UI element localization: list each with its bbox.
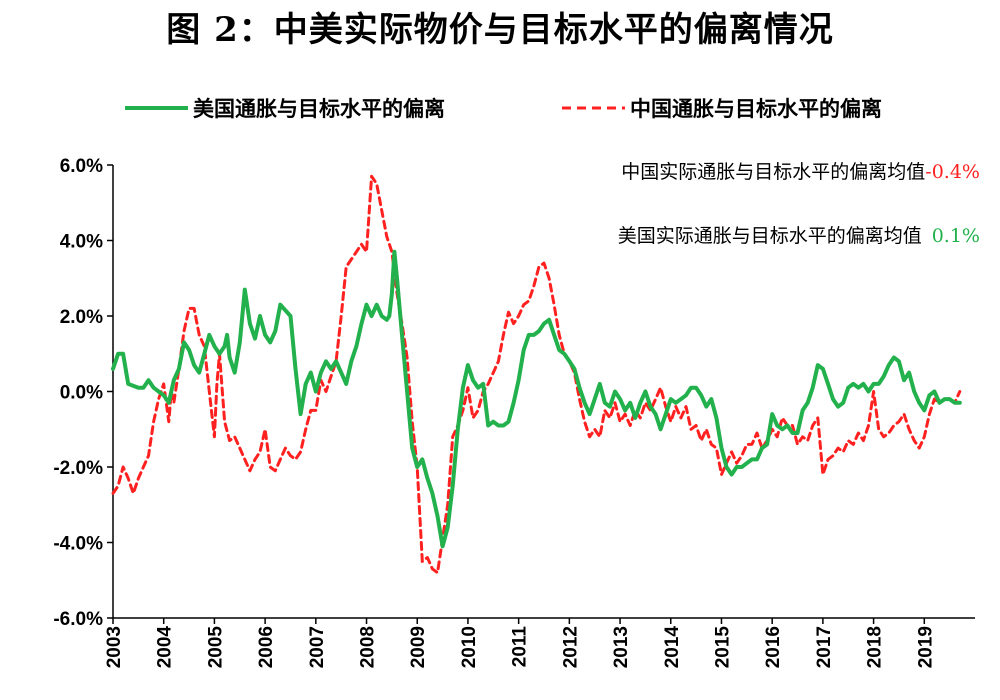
- x-tick-label: 2011: [510, 626, 531, 668]
- series-line-us: [111, 249, 962, 549]
- x-tick-label: 2017: [814, 626, 835, 668]
- legend: 美国通胀与目标水平的偏离 中国通胀与目标水平的偏离: [125, 97, 882, 121]
- x-tick-label: 2003: [104, 626, 125, 668]
- chart-title: 图 2：中美实际物价与目标水平的偏离情况: [166, 10, 834, 50]
- x-tick-label: 2012: [560, 626, 581, 668]
- x-tick-label: 2005: [205, 626, 226, 669]
- x-tick-label: 2016: [763, 626, 784, 668]
- y-tick-label: 0.0%: [60, 383, 103, 404]
- y-tick-label: -2.0%: [53, 458, 103, 479]
- mean-annotations: 中国实际通胀与目标水平的偏离均值-0.4% 美国实际通胀与目标水平的偏离均值 0.…: [618, 161, 980, 247]
- note-china-label: 中国实际通胀与目标水平的偏离均值: [621, 161, 925, 183]
- note-us-label: 美国实际通胀与目标水平的偏离均值: [618, 225, 922, 247]
- series-group: [111, 174, 962, 575]
- x-tick-label: 2018: [865, 626, 886, 668]
- x-tick-label: 2015: [712, 626, 733, 669]
- y-tick-label: -6.0%: [53, 609, 103, 630]
- x-tick-label: 2004: [155, 626, 176, 669]
- x-axis-ticks: 2003 2004 2005 2006 2007 2008 2009 2010 2011 2012…: [104, 618, 936, 668]
- x-tick-label: 2019: [915, 626, 936, 668]
- x-tick-label: 2010: [459, 626, 480, 668]
- legend-label-us: 美国通胀与目标水平的偏离: [193, 97, 445, 121]
- y-tick-label: 6.0%: [60, 156, 103, 177]
- x-tick-label: 2006: [256, 626, 277, 668]
- note-us-mean: 美国实际通胀与目标水平的偏离均值 0.1%: [618, 225, 980, 247]
- x-tick-label: 2009: [408, 626, 429, 668]
- x-tick-label: 2014: [662, 626, 683, 669]
- y-tick-label: 2.0%: [60, 307, 103, 328]
- note-china-value: -0.4%: [925, 161, 980, 183]
- note-us-value: 0.1%: [932, 225, 980, 247]
- note-china-mean: 中国实际通胀与目标水平的偏离均值-0.4%: [621, 161, 980, 183]
- x-tick-label: 2013: [611, 626, 632, 668]
- x-tick-label: 2007: [307, 626, 328, 668]
- y-tick-label: 4.0%: [60, 232, 103, 253]
- x-tick-label: 2008: [358, 626, 379, 668]
- series-line-china: [111, 174, 962, 575]
- y-tick-label: -4.0%: [53, 534, 103, 555]
- legend-label-cn: 中国通胀与目标水平的偏离: [630, 97, 882, 121]
- y-axis-ticks: 6.0% 4.0% 2.0% 0.0% -2.0% -4.0% -6.0%: [53, 156, 113, 630]
